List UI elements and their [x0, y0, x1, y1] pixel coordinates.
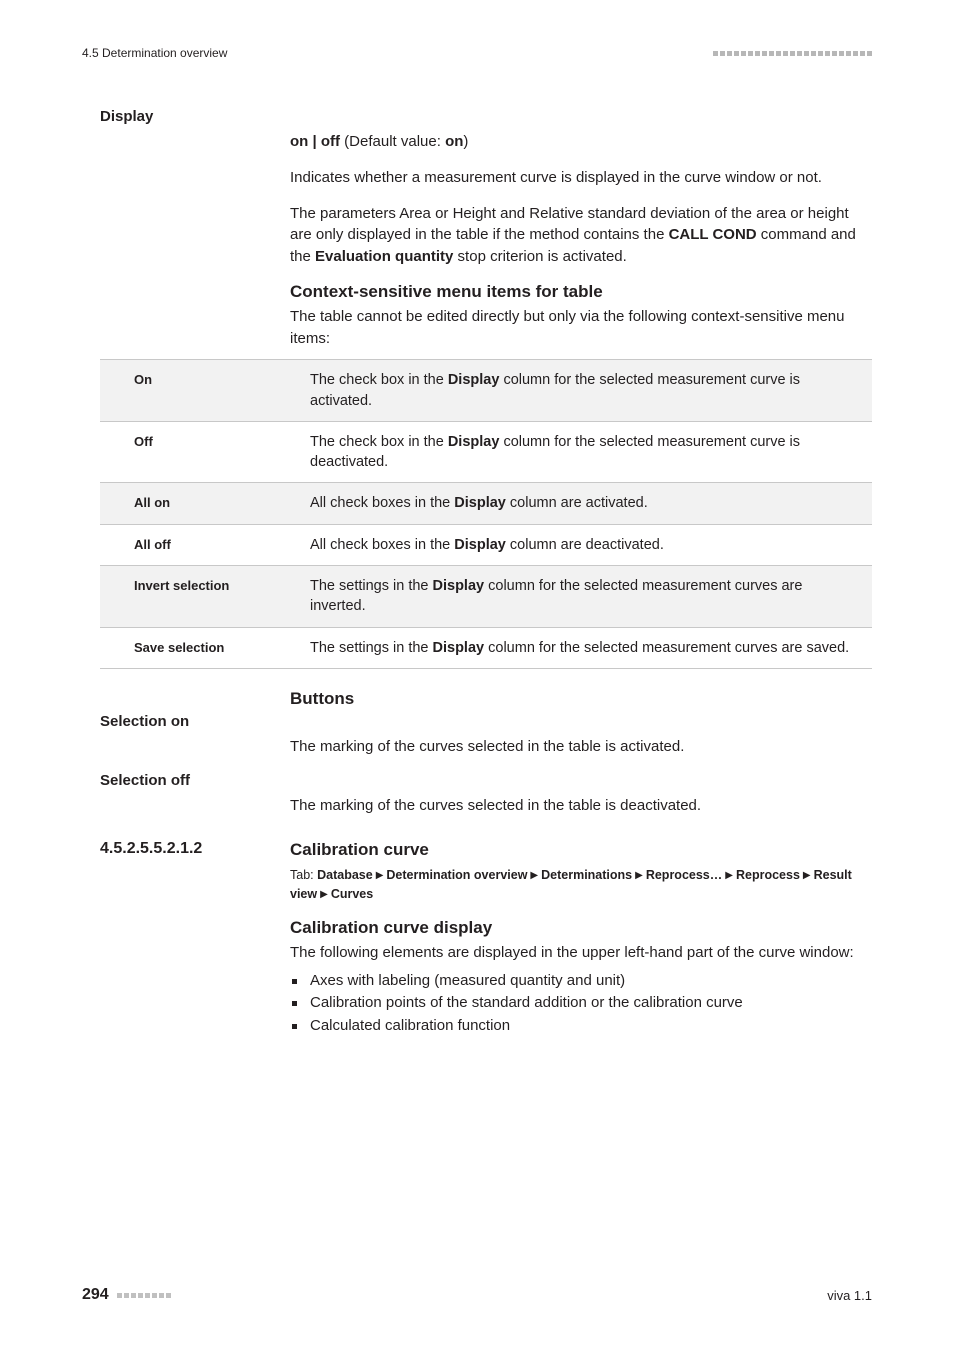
- header-decorative-dots: [713, 51, 872, 56]
- buttons-heading: Buttons: [290, 689, 872, 709]
- para2-frag-d: Evaluation quantity: [315, 248, 453, 265]
- breadcrumb-part: Reprocess…: [646, 868, 722, 882]
- breadcrumb-part: Determination overview: [386, 868, 527, 882]
- menu-item-label: Save selection: [100, 638, 310, 658]
- table-row: Save selection The settings in the Displ…: [100, 628, 872, 669]
- display-para-2: The parameters Area or Height and Relati…: [290, 203, 872, 268]
- table-row: All on All check boxes in the Display co…: [100, 483, 872, 524]
- table-row: All off All check boxes in the Display c…: [100, 525, 872, 566]
- table-row: Invert selection The settings in the Dis…: [100, 566, 872, 628]
- menu-item-desc: The check box in the Display column for …: [310, 370, 872, 411]
- footer-version: viva 1.1: [827, 1288, 872, 1303]
- chevron-right-icon: ▶: [320, 889, 328, 900]
- chevron-right-icon: ▶: [725, 870, 733, 881]
- menu-item-desc: The settings in the Display column for t…: [310, 576, 872, 617]
- footer-left: 294: [82, 1286, 171, 1304]
- section-number: 4.5.2.5.5.2.1.2: [100, 840, 290, 1037]
- breadcrumb-part: Determinations: [541, 868, 632, 882]
- selection-on-text: The marking of the curves selected in th…: [290, 736, 872, 758]
- display-para-1: Indicates whether a measurement curve is…: [290, 167, 872, 189]
- header-section-ref: 4.5 Determination overview: [82, 46, 227, 60]
- context-menu-table: On The check box in the Display column f…: [100, 359, 872, 669]
- chevron-right-icon: ▶: [376, 870, 384, 881]
- breadcrumb-prefix: Tab:: [290, 868, 317, 882]
- menu-item-desc: The settings in the Display column for t…: [310, 638, 869, 658]
- option-default-value: on: [445, 133, 463, 150]
- breadcrumb-part: Curves: [331, 887, 373, 901]
- list-item: Calibration points of the standard addit…: [290, 992, 872, 1015]
- table-row: Off The check box in the Display column …: [100, 422, 872, 484]
- para2-frag-e: stop criterion is activated.: [453, 248, 626, 265]
- chevron-right-icon: ▶: [530, 870, 538, 881]
- table-row: On The check box in the Display column f…: [100, 360, 872, 422]
- list-item: Calculated calibration function: [290, 1015, 872, 1038]
- chevron-right-icon: ▶: [803, 870, 811, 881]
- display-label: Display: [100, 108, 872, 125]
- menu-item-label: Invert selection: [100, 576, 310, 617]
- display-option-line: on | off (Default value: on): [290, 131, 872, 153]
- breadcrumb-part: Reprocess: [736, 868, 800, 882]
- calibration-section: 4.5.2.5.5.2.1.2 Calibration curve Tab: D…: [100, 840, 872, 1037]
- calib-display-text: The following elements are displayed in …: [290, 942, 872, 964]
- selection-off-label: Selection off: [100, 772, 872, 789]
- calibration-title: Calibration curve: [290, 840, 872, 860]
- option-default-prefix: (Default value:: [340, 133, 445, 150]
- menu-item-desc: All check boxes in the Display column ar…: [310, 493, 668, 513]
- list-item: Axes with labeling (measured quantity an…: [290, 970, 872, 993]
- breadcrumb-part: Database: [317, 868, 373, 882]
- menu-item-desc: The check box in the Display column for …: [310, 432, 872, 473]
- page-number: 294: [82, 1286, 109, 1304]
- menu-item-label: Off: [100, 432, 310, 473]
- menu-item-desc: All check boxes in the Display column ar…: [310, 535, 684, 555]
- option-default-suffix: ): [463, 133, 468, 150]
- selection-on-label: Selection on: [100, 713, 872, 730]
- footer-decorative-dots: [117, 1293, 171, 1298]
- context-intro: The table cannot be edited directly but …: [290, 306, 872, 350]
- selection-off-text: The marking of the curves selected in th…: [290, 795, 872, 817]
- chevron-right-icon: ▶: [635, 870, 643, 881]
- context-heading: Context-sensitive menu items for table: [290, 282, 872, 302]
- page-footer: 294 viva 1.1: [82, 1286, 872, 1304]
- menu-item-label: On: [100, 370, 310, 411]
- page-header: 4.5 Determination overview: [82, 46, 872, 60]
- para2-frag-b: CALL COND: [669, 226, 757, 243]
- option-values: on | off: [290, 133, 340, 150]
- menu-item-label: All on: [100, 493, 310, 513]
- calib-display-heading: Calibration curve display: [290, 918, 872, 938]
- menu-item-label: All off: [100, 535, 310, 555]
- calib-bullet-list: Axes with labeling (measured quantity an…: [290, 970, 872, 1038]
- breadcrumb: Tab: Database▶Determination overview▶Det…: [290, 866, 872, 904]
